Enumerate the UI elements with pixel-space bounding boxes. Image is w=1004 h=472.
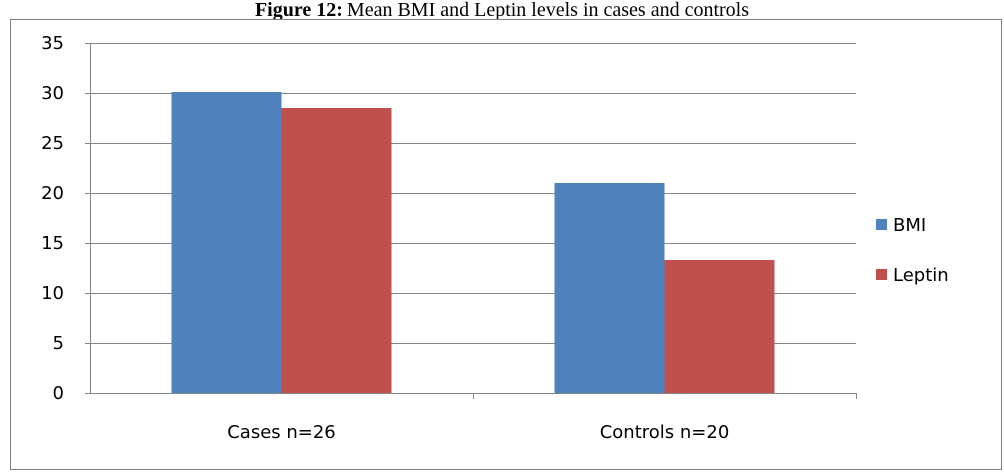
x-category-label: Cases n=26 bbox=[227, 422, 336, 443]
figure-caption: Figure 12: Mean BMI and Leptin levels in … bbox=[0, 0, 1004, 20]
y-tick-label: 20 bbox=[41, 183, 64, 204]
legend-label-leptin: Leptin bbox=[893, 265, 949, 286]
bar-bmi-1 bbox=[554, 183, 665, 393]
y-tick-label: 5 bbox=[53, 333, 64, 354]
y-tick-label: 0 bbox=[53, 383, 64, 404]
bar-bmi-0 bbox=[171, 92, 282, 393]
x-category-label: Controls n=20 bbox=[600, 422, 730, 443]
y-tick-label: 15 bbox=[41, 233, 64, 254]
figure-label: Figure 12: bbox=[254, 0, 343, 20]
axes: 0 5 10 15 20 25 30 35 Cases n=26 Controls n=20 bbox=[41, 33, 857, 443]
bar-leptin-0 bbox=[281, 108, 392, 393]
y-tick-label: 10 bbox=[41, 283, 64, 304]
y-tick-label: 30 bbox=[41, 83, 64, 104]
bars bbox=[171, 92, 775, 393]
legend: BMI Leptin bbox=[876, 215, 949, 286]
figure-title: Mean BMI and Leptin levels in cases and … bbox=[346, 0, 750, 20]
legend-swatch-leptin bbox=[876, 269, 887, 280]
legend-swatch-bmi bbox=[876, 219, 887, 230]
y-tick-label: 35 bbox=[41, 33, 64, 54]
legend-label-bmi: BMI bbox=[893, 215, 926, 236]
y-tick-label: 25 bbox=[41, 133, 64, 154]
bar-leptin-1 bbox=[664, 260, 775, 393]
